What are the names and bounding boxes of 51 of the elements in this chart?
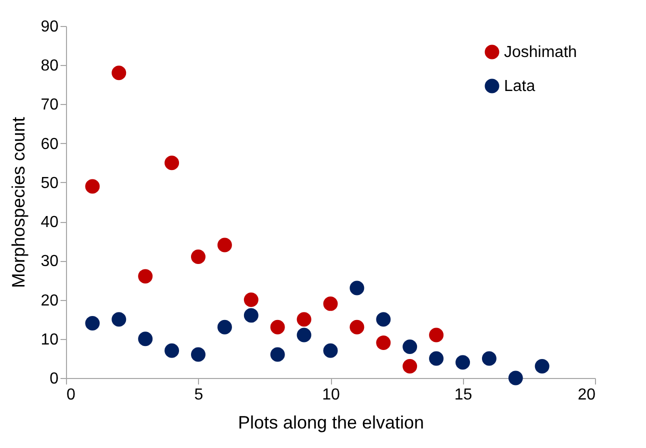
point (191, 347, 206, 362)
point (402, 359, 418, 374)
point (456, 355, 470, 370)
x-tick-label: 15 (454, 386, 472, 404)
point (270, 347, 285, 362)
y-tick-label: 0 (50, 370, 59, 388)
point (402, 339, 418, 354)
point (350, 320, 364, 334)
point (217, 238, 232, 252)
point (429, 351, 444, 366)
y-tick-label: 80 (40, 58, 59, 75)
x-tick-label: 0 (66, 386, 76, 404)
y-tick-label: 60 (40, 136, 59, 153)
point (164, 343, 180, 358)
point (270, 320, 285, 334)
point (429, 328, 444, 342)
point (138, 269, 153, 284)
legend-label: Joshimath (504, 44, 577, 61)
point (85, 316, 100, 330)
y-tick-label: 90 (40, 18, 59, 36)
point (296, 312, 312, 327)
point (376, 336, 391, 350)
point (323, 296, 338, 311)
y-tick-label: 30 (40, 253, 59, 270)
point (482, 351, 496, 366)
x-tick-label: 20 (578, 386, 596, 404)
point (296, 328, 312, 342)
point (112, 66, 126, 80)
y-tick-label: 10 (40, 331, 59, 348)
point (85, 179, 100, 194)
y-tick-label: 70 (40, 96, 59, 114)
point (508, 370, 523, 386)
point (244, 308, 258, 323)
point (138, 332, 153, 346)
legend-label: Lata (504, 78, 536, 95)
point (376, 312, 391, 327)
y-axis-title: Morphospecies count (8, 116, 29, 288)
y-tick-label: 50 (40, 174, 59, 192)
x-tick-label: 5 (194, 386, 204, 404)
x-axis-title: Plots along the elvation (238, 412, 424, 432)
x-tick-label: 10 (322, 386, 340, 404)
y-tick-label: 40 (40, 214, 59, 232)
point (323, 343, 338, 358)
point (191, 250, 206, 264)
point (244, 292, 258, 308)
point (217, 320, 232, 334)
point (350, 280, 364, 296)
point (164, 156, 180, 170)
y-tick-label: 20 (40, 292, 59, 310)
point (112, 312, 126, 327)
point (534, 359, 550, 374)
